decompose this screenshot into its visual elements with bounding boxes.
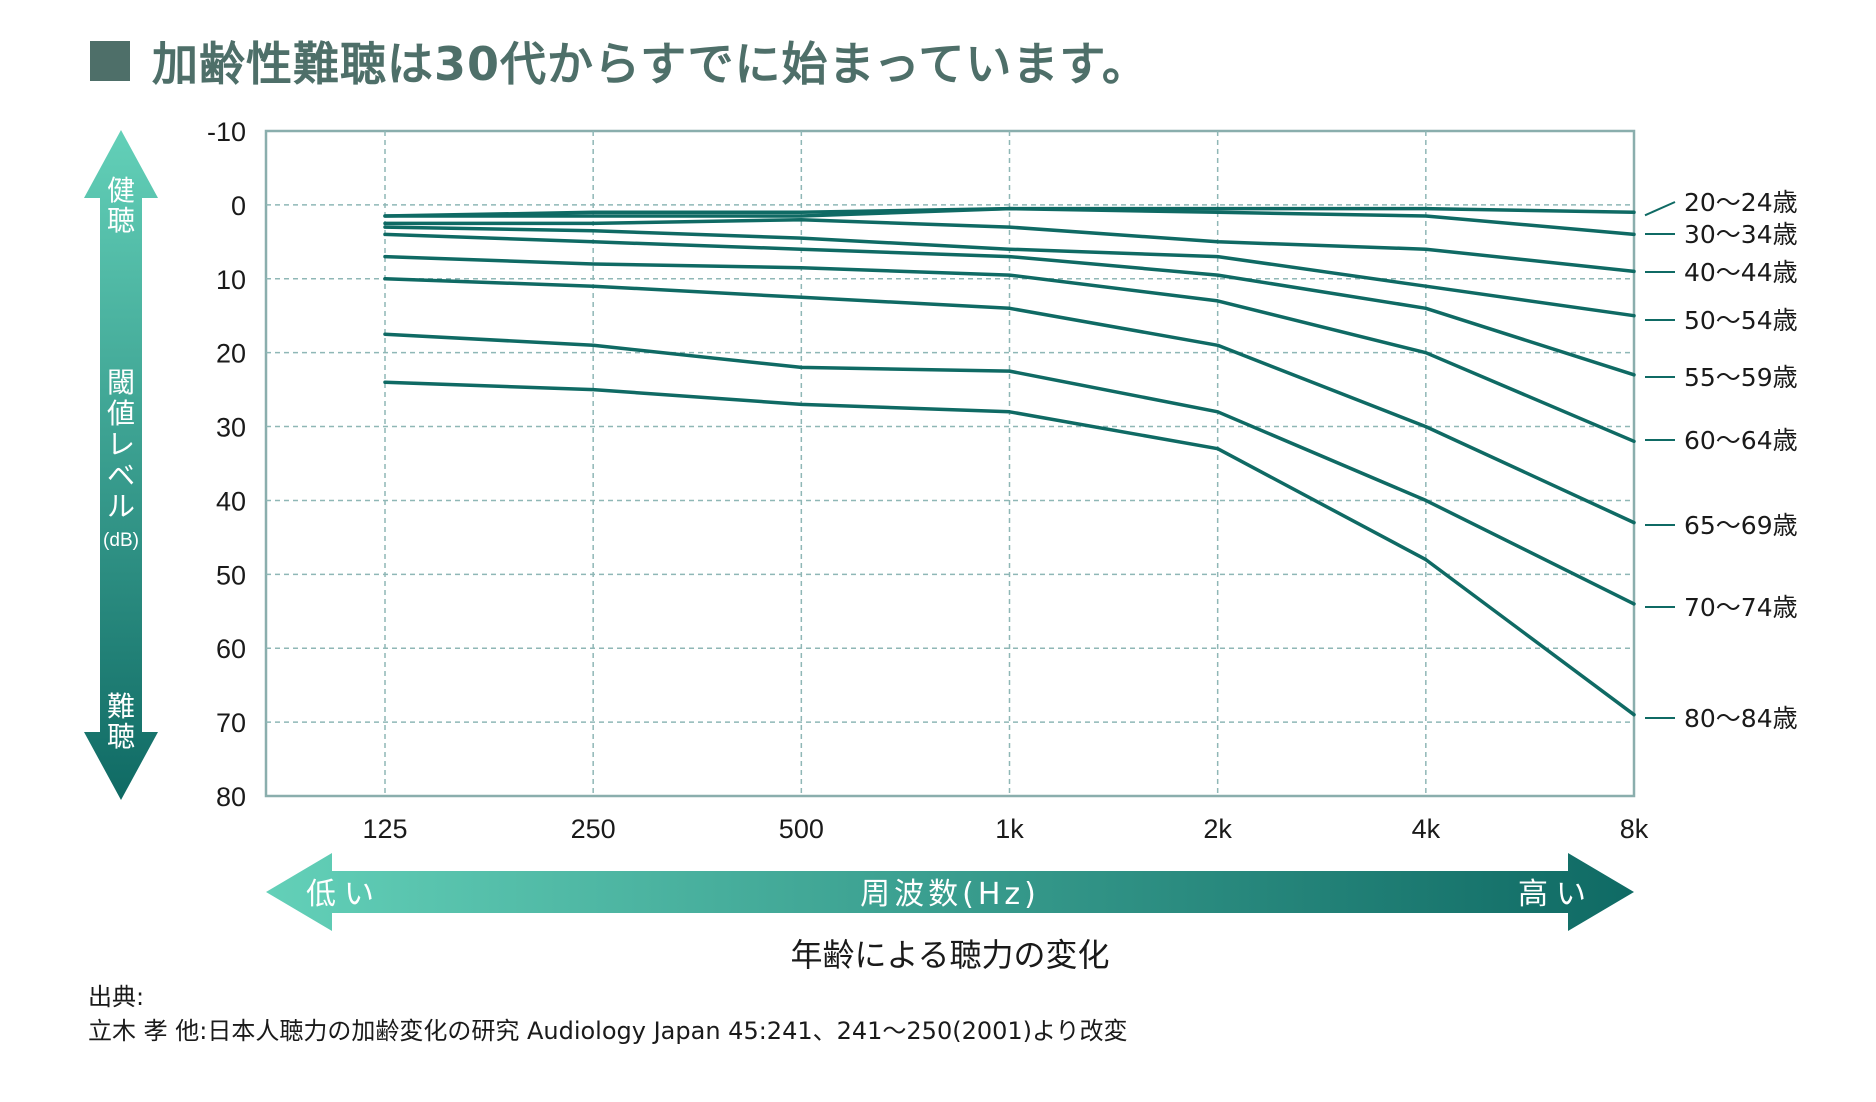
series-label: 80～84歳 [1684,704,1798,733]
y-tick-label: 40 [216,486,246,516]
x-arrow-shape [266,853,1634,931]
series-label: 40～44歳 [1684,258,1798,287]
vertical-label-char: 聴 [107,204,135,237]
source-text: 立木 孝 他:日本人聴力の加齢変化の研究 Audiology Japan 45:… [88,1017,1128,1045]
series-lines [383,206,1636,717]
series-label: 70～74歳 [1684,593,1798,622]
page-title: 加齢性難聴は30代からすでに始まっています。 [152,37,1149,91]
title-square-icon [90,41,130,81]
series-label: 60～64歳 [1684,426,1798,455]
series-label: 20～24歳 [1684,188,1798,217]
x-arrow-right-label: 高い [1518,877,1594,912]
vertical-label-char: 難 [107,690,135,723]
series-line [383,277,1636,525]
y-tick-label: 30 [216,413,246,443]
vertical-label-char: レ [107,428,135,461]
x-axis-arrow: 低い 周波数(Hz) 高い [266,853,1634,931]
series-label: 30～34歳 [1684,220,1798,249]
x-tick-label: 125 [362,814,407,844]
series-labels: 20～24歳 30～34歳 40～44歳 50～54歳 55～59歳 60～64歳 65～6… [1644,188,1798,733]
series-line [383,380,1636,717]
title-row: 加齢性難聴は30代からすでに始まっています。 [90,26,1149,96]
series-line [383,232,1636,377]
x-tick-labels: 125 250 500 1k 2k 4k 8k [362,814,1648,844]
source-heading: 出典: [88,983,145,1011]
series-line [383,217,1636,274]
y-tick-label: 70 [216,708,246,738]
series-label: 55～59歳 [1684,363,1798,392]
vertical-label-char: 健 [107,174,135,207]
series-label: 65～69歳 [1684,511,1798,540]
y-tick-label: -10 [207,117,246,147]
vertical-label-char: 閾 [107,366,135,399]
vertical-label-char: ベ [107,459,135,492]
y-arrow-shape [84,130,158,800]
y-tick-label: 80 [216,782,246,812]
vertical-label-char: ル [107,490,135,523]
x-tick-label: 2k [1203,814,1232,844]
x-arrow-left-label: 低い [306,877,382,912]
x-tick-label: 500 [779,814,824,844]
y-tick-label: 10 [216,265,246,295]
grid [266,131,1634,796]
vertical-label-char: 聴 [107,720,135,753]
x-tick-label: 1k [995,814,1024,844]
series-label-leader [1644,201,1676,217]
x-tick-label: 8k [1620,814,1649,844]
x-tick-label: 4k [1412,814,1441,844]
y-arrow-unit: (dB) [103,530,139,551]
y-tick-label: 60 [216,634,246,664]
y-arrow-bottom-label: 難聴 [107,690,135,753]
source-citation: 出典: 立木 孝 他:日本人聴力の加齢変化の研究 Audiology Japan… [88,980,1128,1048]
series-line [383,225,1636,318]
y-tick-label: 20 [216,339,246,369]
plot-frame [264,129,1636,798]
x-tick-label: 250 [571,814,616,844]
y-tick-labels: -10 0 10 20 30 40 50 60 70 80 [207,117,246,812]
series-label: 50～54歳 [1684,306,1798,335]
x-arrow-center-label: 周波数(Hz) [860,877,1040,912]
y-tick-label: 0 [231,191,246,221]
vertical-label-char: 値 [107,397,135,430]
y-tick-label: 50 [216,560,246,590]
y-arrow-top-label: 健聴 [107,174,135,237]
series-line [383,206,1636,237]
series-line [383,332,1636,606]
chart-subtitle: 年齢による聴力の変化 [790,936,1109,974]
series-line [383,254,1636,444]
